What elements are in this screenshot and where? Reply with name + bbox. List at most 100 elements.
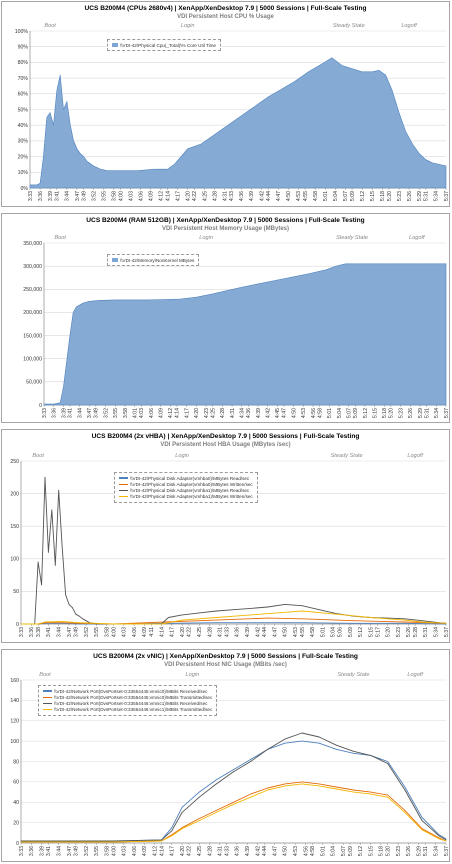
data-point [445, 263, 447, 265]
memory-usage-chart: 0 50,000 100,000 150,000 200,000 250,000 300,0… [23, 235, 450, 418]
data-point [66, 101, 68, 102]
chart-legend: \\VDI-42\Memory\NonKernel MBytes [107, 254, 200, 267]
legend-entry: \\VDI-42\Physical Disk Adapter(vmhba0)\M… [119, 475, 253, 481]
data-point [198, 820, 200, 821]
data-point [233, 803, 234, 805]
x-tick-label: 4:31 [222, 191, 228, 201]
x-tick-label: 5:01 [323, 191, 329, 201]
legend-swatch [119, 477, 128, 479]
data-point [79, 153, 81, 154]
x-tick-label: 4:25 [210, 408, 216, 418]
data-point [301, 783, 303, 785]
y-tick-label: 200 [10, 491, 19, 497]
x-tick-label: 4:03 [128, 191, 134, 201]
data-point [405, 131, 407, 132]
data-point [445, 839, 447, 841]
data-point [387, 617, 389, 619]
data-point [65, 594, 66, 596]
data-point [181, 812, 183, 813]
data-point [301, 622, 303, 624]
data-point [404, 619, 406, 621]
data-point [387, 794, 389, 796]
x-tick-label: 3:52 [84, 846, 90, 856]
data-point [72, 312, 74, 313]
y-tick-label: 30% [18, 139, 29, 145]
data-point [181, 828, 183, 830]
data-point [318, 609, 320, 611]
chart-subtitle: VDI Persistent Host Memory Usage (MBytes… [161, 226, 290, 232]
x-tick-label: 5:34 [434, 191, 440, 201]
data-point [113, 841, 114, 843]
data-point [267, 622, 269, 624]
data-point [53, 403, 55, 405]
data-point [216, 610, 217, 612]
x-tick-label: 4:06 [149, 408, 155, 418]
data-point [227, 124, 229, 126]
x-tick-label: 3:44 [57, 627, 63, 637]
data-point [301, 605, 303, 607]
chart-legend: \\VDI-42\Network Port(DvsPortset-0:33554… [38, 685, 218, 716]
legend-swatch [119, 496, 128, 498]
x-tick-label: 3:44 [77, 408, 83, 418]
data-point [254, 106, 256, 107]
data-point [241, 115, 242, 117]
y-tick-label: 150 [10, 524, 19, 530]
data-point [331, 57, 333, 59]
y-tick-label: 60 [13, 780, 19, 786]
x-tick-label: 3:33 [42, 408, 48, 418]
data-point [37, 561, 39, 563]
x-tick-label: 4:39 [256, 408, 262, 418]
phase-label: Logoff [401, 23, 418, 29]
y-tick-label: 20% [18, 154, 29, 160]
x-tick-label: 5:15 [368, 846, 374, 856]
data-point [216, 622, 217, 624]
y-tick-label: 100% [15, 29, 29, 35]
x-tick-label: 3:39 [48, 191, 54, 201]
data-point [216, 783, 217, 785]
x-tick-label: 4:33 [224, 846, 230, 856]
data-point [214, 134, 215, 136]
x-tick-label: 4:42 [259, 191, 265, 201]
x-tick-label: 4:39 [245, 627, 251, 637]
y-tick-label: 10% [18, 170, 29, 176]
x-tick-label: 4:33 [224, 627, 230, 637]
data-point [171, 827, 173, 829]
data-point [63, 109, 64, 110]
x-tick-label: 3:55 [113, 408, 119, 418]
data-point [56, 90, 58, 92]
x-tick-label: 5:34 [434, 408, 440, 418]
data-point [171, 830, 173, 832]
data-point [82, 618, 84, 620]
data-point [390, 263, 392, 265]
y-tick-label: 0% [21, 186, 29, 192]
x-tick-label: 4:39 [249, 191, 255, 201]
y-tick-label: 0 [39, 403, 42, 409]
legend-swatch [119, 489, 128, 492]
data-point [63, 386, 64, 387]
data-point [181, 806, 183, 808]
legend-entry: \\VDI-42\Physical Cpu(_Total)\% Core Uti… [112, 42, 216, 48]
x-tick-label: 4:28 [207, 627, 213, 637]
legend-entry: \\VDI-42\Physical Disk Adapter(vmhba1)\M… [119, 487, 253, 493]
legend-swatch [112, 43, 118, 48]
data-point [85, 620, 87, 622]
data-point [43, 403, 45, 405]
x-tick-label: 5:28 [413, 627, 419, 637]
legend-label: \\VDI-42\Network Port(DvsPortset-0:33554… [54, 707, 213, 713]
y-tick-label: 60% [18, 92, 29, 98]
data-point [216, 810, 217, 811]
x-tick-label: 5:23 [396, 846, 402, 856]
data-point [421, 817, 423, 818]
data-point [86, 160, 88, 162]
x-tick-label: 4:33 [229, 191, 235, 201]
data-point [385, 74, 386, 76]
x-tick-label: 3:39 [61, 408, 67, 418]
data-point [44, 621, 46, 623]
x-tick-label: 4:03 [139, 408, 145, 418]
data-point [76, 148, 78, 150]
phase-label: Login [186, 672, 200, 678]
data-point [100, 168, 101, 170]
legend-entry: \\VDI-42\Network Port(DvsPortset-0:33554… [43, 694, 212, 700]
data-point [164, 621, 166, 623]
x-tick-label: 5:15 [370, 191, 376, 201]
